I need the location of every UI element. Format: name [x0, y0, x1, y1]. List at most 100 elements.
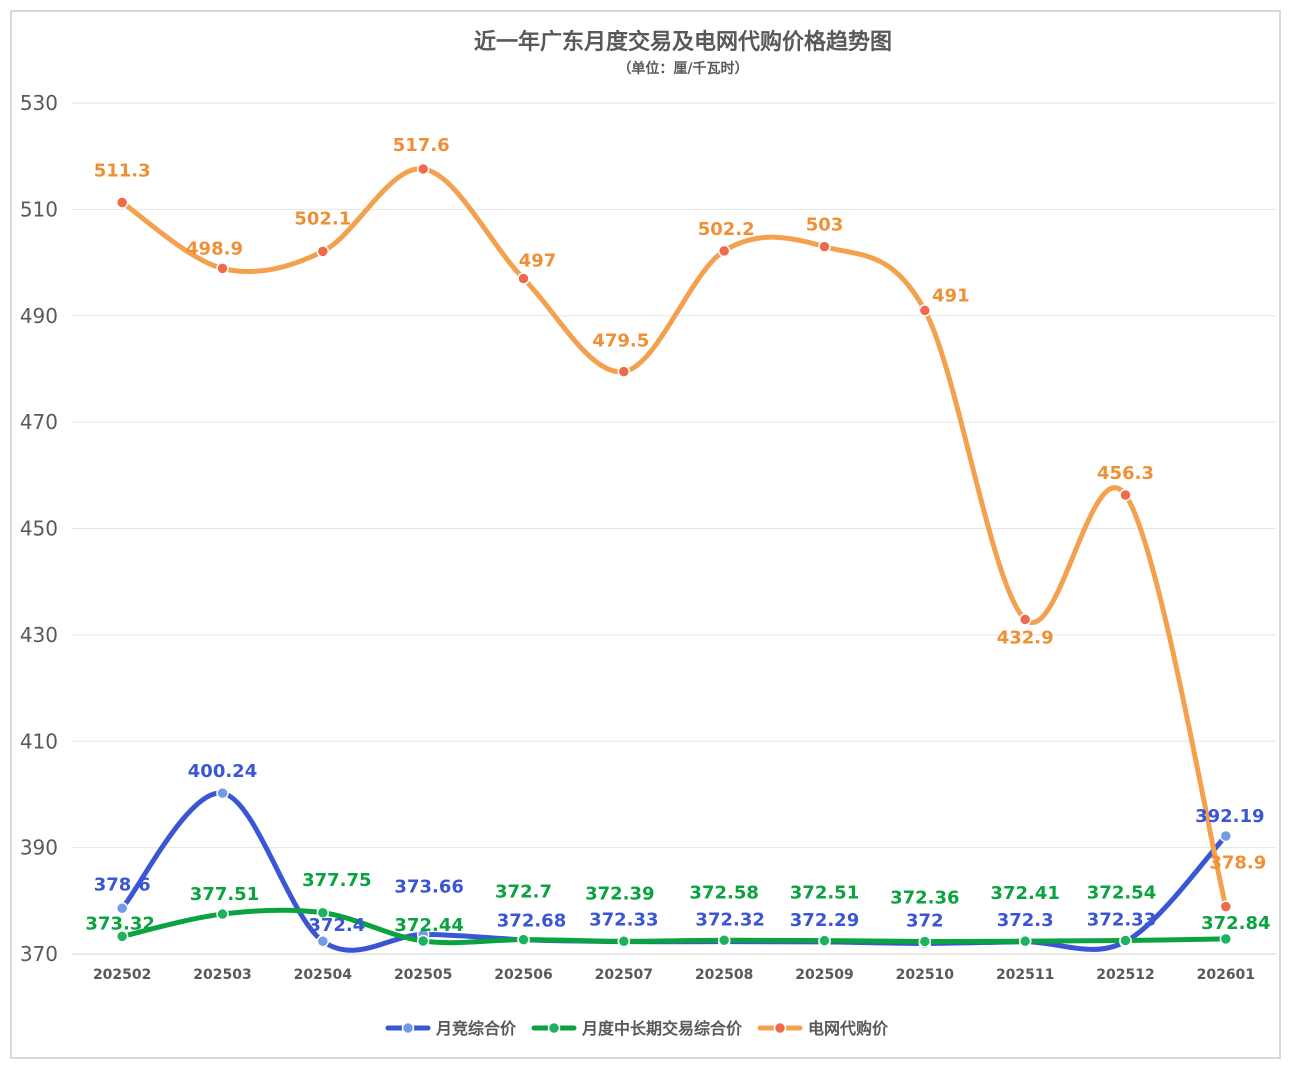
grid-purchase-data-label: 456.3 [1097, 463, 1154, 484]
y-tick-label: 470 [20, 410, 58, 434]
monthly-bidding-point [316, 934, 330, 948]
grid-purchase-data-label: 502.1 [294, 208, 351, 229]
grid-purchase-data-label: 432.9 [997, 627, 1054, 648]
legend-label: 月竞综合价 [435, 1019, 517, 1038]
grid-purchase-line [119, 166, 1229, 910]
y-tick-label: 390 [20, 836, 58, 860]
monthly-bidding-data-label: 372.33 [1087, 910, 1156, 931]
mid-long-term-point [115, 930, 129, 943]
grid-purchase-data-label: 497 [519, 251, 557, 272]
legend-label: 月度中长期交易综合价 [581, 1019, 743, 1038]
grid-purchase-data-label: 498.9 [186, 238, 243, 259]
monthly-bidding-data-label: 372.29 [790, 910, 859, 931]
legend-label: 电网代购价 [808, 1019, 889, 1038]
y-tick-label: 370 [20, 942, 58, 966]
legend[interactable]: 月竞综合价 月度中长期交易综合价 电网代购价 [385, 1019, 889, 1038]
legend-item-monthly-bidding[interactable]: 月竞综合价 [385, 1019, 517, 1038]
series-lines [119, 166, 1229, 953]
mid-long-term-data-label: 373.32 [85, 913, 154, 934]
y-tick-label: 530 [20, 91, 58, 115]
grid-purchase-data-label: 502.2 [698, 219, 755, 240]
monthly-bidding-point [1219, 829, 1233, 843]
mid-long-term-data-label: 372.44 [394, 915, 463, 936]
grid-purchase-point [416, 162, 430, 176]
mid-long-term-point [517, 933, 530, 946]
x-tick-label: 202505 [394, 967, 452, 983]
monthly-bidding-data-label: 372.68 [497, 911, 566, 932]
y-tick-label: 510 [20, 197, 58, 221]
monthly-bidding-data-label: 392.19 [1195, 806, 1264, 827]
y-axis-ticks: 370 390 410 430 450 470 490 510 530 [20, 91, 58, 966]
mid-long-term-data-label: 372.41 [990, 883, 1059, 904]
x-tick-label: 202508 [695, 967, 753, 983]
y-tick-label: 450 [20, 517, 58, 541]
legend-item-mid-long-term[interactable]: 月度中长期交易综合价 [531, 1019, 743, 1038]
mid-long-term-point [818, 934, 831, 947]
grid-purchase-data-label: 503 [806, 215, 844, 236]
y-tick-label: 410 [20, 729, 58, 753]
x-tick-label: 202509 [795, 967, 853, 983]
grid-purchase-point [1219, 900, 1233, 913]
grid-purchase-data-label: 378.9 [1209, 853, 1266, 874]
mid-long-term-data-label: 372.84 [1201, 913, 1270, 934]
legend-swatch-marker [547, 1021, 561, 1035]
mid-long-term-line [119, 907, 1229, 946]
x-tick-label: 202601 [1197, 967, 1255, 983]
mid-long-term-point [1219, 932, 1233, 946]
grid-purchase-point [517, 272, 530, 285]
grid-purchase-data-label: 479.5 [592, 331, 649, 352]
grid-purchase-data-label: 511.3 [94, 160, 151, 181]
monthly-bidding-data-label: 372.3 [997, 910, 1054, 931]
mid-long-term-point [1119, 934, 1132, 947]
x-axis-ticks: 202502 202503 202504 202505 202506 202507 2025… [93, 967, 1255, 983]
legend-item-grid-purchase[interactable]: 电网代购价 [757, 1019, 889, 1038]
x-tick-label: 202502 [93, 967, 151, 983]
mid-long-term-point [717, 934, 731, 947]
chart-title: 近一年广东月度交易及电网代购价格趋势图 [474, 29, 892, 55]
monthly-bidding-data-label: 400.24 [188, 761, 257, 782]
mid-long-term-data-label: 372.39 [585, 883, 654, 904]
monthly-bidding-line [119, 790, 1229, 953]
mid-long-term-data-label: 372.36 [890, 887, 959, 908]
monthly-bidding-data-label: 372.4 [308, 915, 365, 936]
monthly-bidding-point [115, 902, 129, 915]
y-tick-label: 490 [20, 304, 58, 328]
mid-long-term-point [416, 934, 430, 948]
monthly-bidding-data-label: 373.66 [394, 877, 463, 898]
grid-purchase-point [1119, 488, 1132, 502]
monthly-bidding-data-label: 372.33 [589, 910, 658, 931]
grid-purchase-point [617, 365, 631, 378]
y-tick-label: 430 [20, 623, 58, 647]
mid-long-term-data-label: 372.58 [689, 882, 758, 903]
grid-purchase-data-label: 517.6 [393, 135, 450, 156]
mid-long-term-point [1018, 934, 1032, 948]
chart-frame [10, 10, 1281, 1059]
mid-long-term-point [918, 935, 932, 948]
grid-purchase-point [818, 240, 831, 253]
x-tick-label: 202504 [294, 967, 353, 983]
mid-long-term-point [216, 907, 229, 921]
data-labels: 378.6 400.24 372.4 373.66 372.68 372.33 372.32… [85, 135, 1270, 936]
grid-purchase-point [717, 244, 731, 258]
grid-purchase-data-label: 491 [932, 285, 970, 306]
x-tick-label: 202507 [595, 967, 653, 983]
x-tick-label: 202503 [193, 967, 251, 983]
mid-long-term-data-label: 372.51 [790, 883, 859, 904]
mid-long-term-point [617, 935, 631, 948]
mid-long-term-data-label: 377.51 [190, 884, 259, 905]
grid-purchase-point [115, 196, 129, 209]
grid-purchase-point [1018, 613, 1032, 626]
x-tick-label: 202510 [896, 967, 955, 983]
gridlines [72, 102, 1276, 955]
series-markers [115, 162, 1233, 950]
x-tick-label: 202512 [1096, 967, 1154, 983]
x-tick-label: 202506 [494, 967, 552, 983]
grid-purchase-point [316, 245, 330, 258]
chart-subtitle: （单位：厘/千瓦时） [617, 60, 748, 77]
monthly-bidding-data-label: 378.6 [94, 874, 151, 895]
mid-long-term-data-label: 372.54 [1087, 882, 1156, 903]
legend-swatch-marker [401, 1021, 415, 1035]
x-tick-label: 202511 [996, 967, 1054, 983]
mid-long-term-data-label: 377.75 [302, 870, 371, 891]
